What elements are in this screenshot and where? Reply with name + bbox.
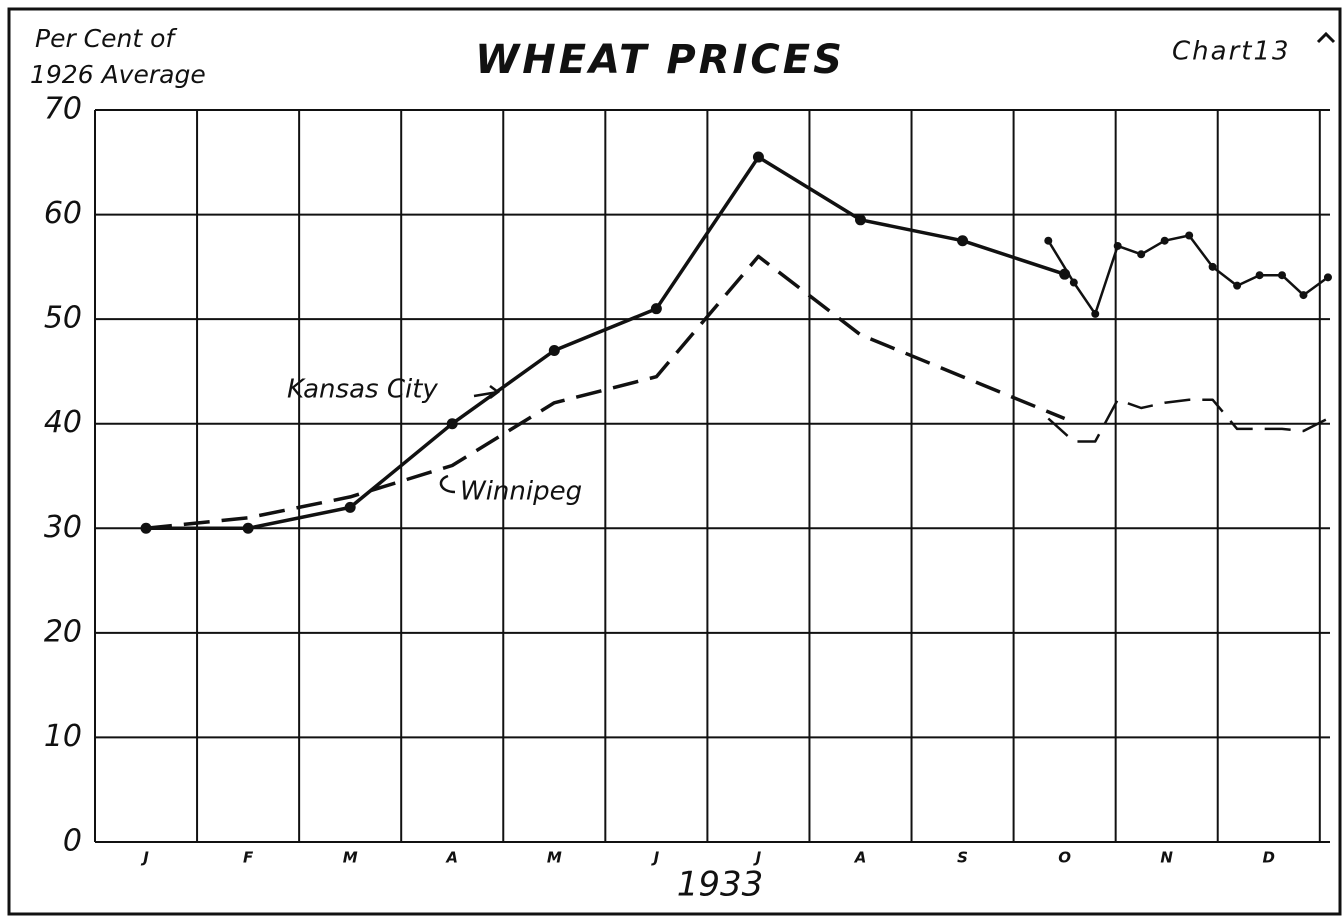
point <box>1299 291 1308 300</box>
y-axis-label: 1926 Average <box>30 60 206 89</box>
y-tick-label: 50 <box>44 301 82 336</box>
x-tick-label: D <box>1263 849 1275 867</box>
annotation-arrow <box>439 474 456 494</box>
y-tick-label: 40 <box>44 405 82 440</box>
point <box>548 345 560 357</box>
annotation: Winnipeg <box>460 477 582 507</box>
point <box>854 214 866 226</box>
x-tick-label: A <box>445 849 458 867</box>
point <box>1044 236 1053 245</box>
point <box>1113 241 1122 250</box>
point <box>1137 250 1146 259</box>
x-tick-label: S <box>957 849 968 867</box>
series-line <box>1047 398 1329 443</box>
chart-number: Chart13 <box>1172 37 1291 67</box>
x-tick-label: M <box>547 849 562 867</box>
x-tick-label: A <box>854 849 867 867</box>
y-tick-label: 70 <box>44 92 82 127</box>
point <box>446 418 458 430</box>
frame <box>7 7 1342 916</box>
chart-title: WHEAT PRICES <box>475 37 845 83</box>
point <box>1255 271 1264 280</box>
y-tick-label: 10 <box>44 719 82 754</box>
point <box>1160 236 1169 245</box>
caret <box>1316 31 1336 44</box>
series-line <box>1047 234 1329 316</box>
point <box>957 235 969 247</box>
point <box>1208 262 1217 271</box>
x-tick-label: J <box>651 849 660 867</box>
x-tick-label: M <box>343 849 358 867</box>
annotation: Kansas City <box>287 375 438 405</box>
point <box>1233 281 1242 290</box>
y-tick-label: 20 <box>44 614 82 649</box>
y-axis-label: Per Cent of <box>35 24 177 53</box>
point <box>752 151 764 163</box>
x-tick-label: J <box>140 849 149 867</box>
x-axis-label: 1933 <box>677 865 764 905</box>
point <box>650 303 662 315</box>
x-tick-label: F <box>243 849 254 867</box>
point <box>1091 309 1100 318</box>
point <box>1069 278 1078 287</box>
point <box>1185 231 1194 240</box>
y-tick-label: 0 <box>63 824 82 859</box>
x-tick-label: J <box>753 849 762 867</box>
x-tick-label: O <box>1058 849 1071 867</box>
point <box>344 501 356 513</box>
point <box>242 522 254 534</box>
point <box>1278 271 1287 280</box>
x-tick-label: N <box>1160 849 1173 867</box>
series-line <box>145 254 1066 531</box>
point <box>1323 273 1332 282</box>
y-tick-label: 60 <box>44 196 82 231</box>
series-line <box>146 155 1066 531</box>
y-tick-label: 30 <box>44 510 82 545</box>
